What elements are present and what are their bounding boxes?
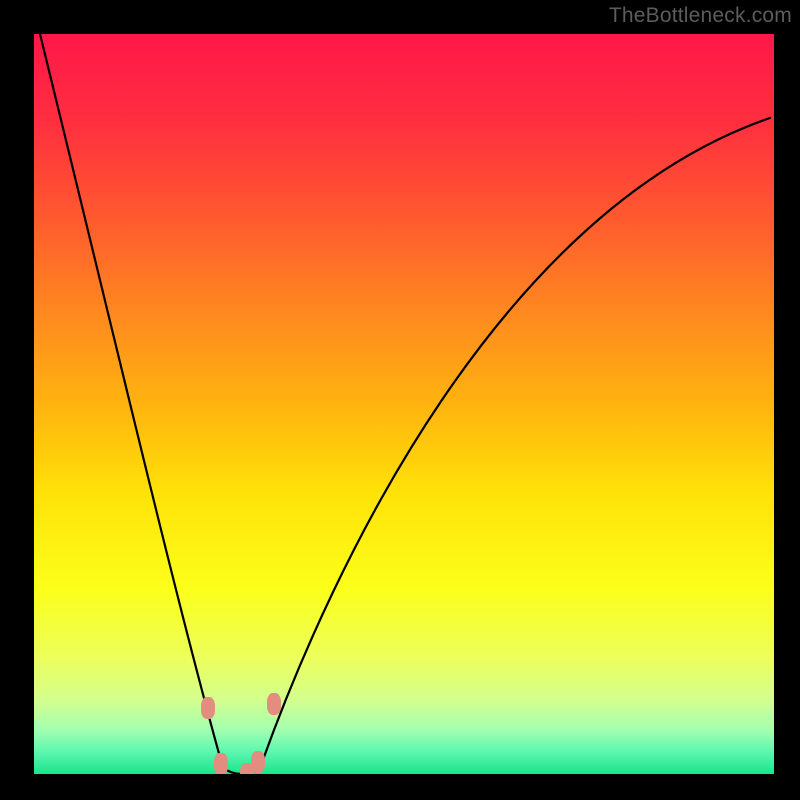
plot-area xyxy=(34,34,774,774)
trough-marker xyxy=(214,753,228,774)
trough-marker xyxy=(240,763,254,774)
trough-marker xyxy=(201,697,215,719)
trough-marker xyxy=(267,693,281,715)
markers-layer xyxy=(34,34,774,774)
trough-marker xyxy=(251,751,265,773)
watermark-text: TheBottleneck.com xyxy=(609,4,792,28)
stage: TheBottleneck.com xyxy=(0,0,800,800)
